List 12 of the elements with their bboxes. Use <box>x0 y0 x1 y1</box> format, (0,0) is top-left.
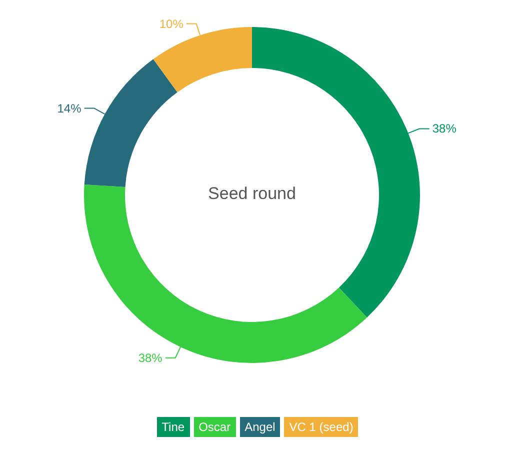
data-label: 14% <box>57 101 82 116</box>
data-label: 38% <box>138 350 163 365</box>
data-label: 10% <box>159 16 184 31</box>
data-label: 38% <box>432 122 457 136</box>
donut-slice <box>84 59 178 188</box>
legend-label: Oscar <box>198 417 236 437</box>
donut-slice <box>153 27 252 92</box>
donut-slice <box>84 184 368 363</box>
text: Seed round <box>207 183 297 205</box>
legend-label: Angel <box>244 417 280 437</box>
legend-label: VC 1 (seed) <box>289 417 358 437</box>
legend-label: Tine <box>162 417 190 437</box>
